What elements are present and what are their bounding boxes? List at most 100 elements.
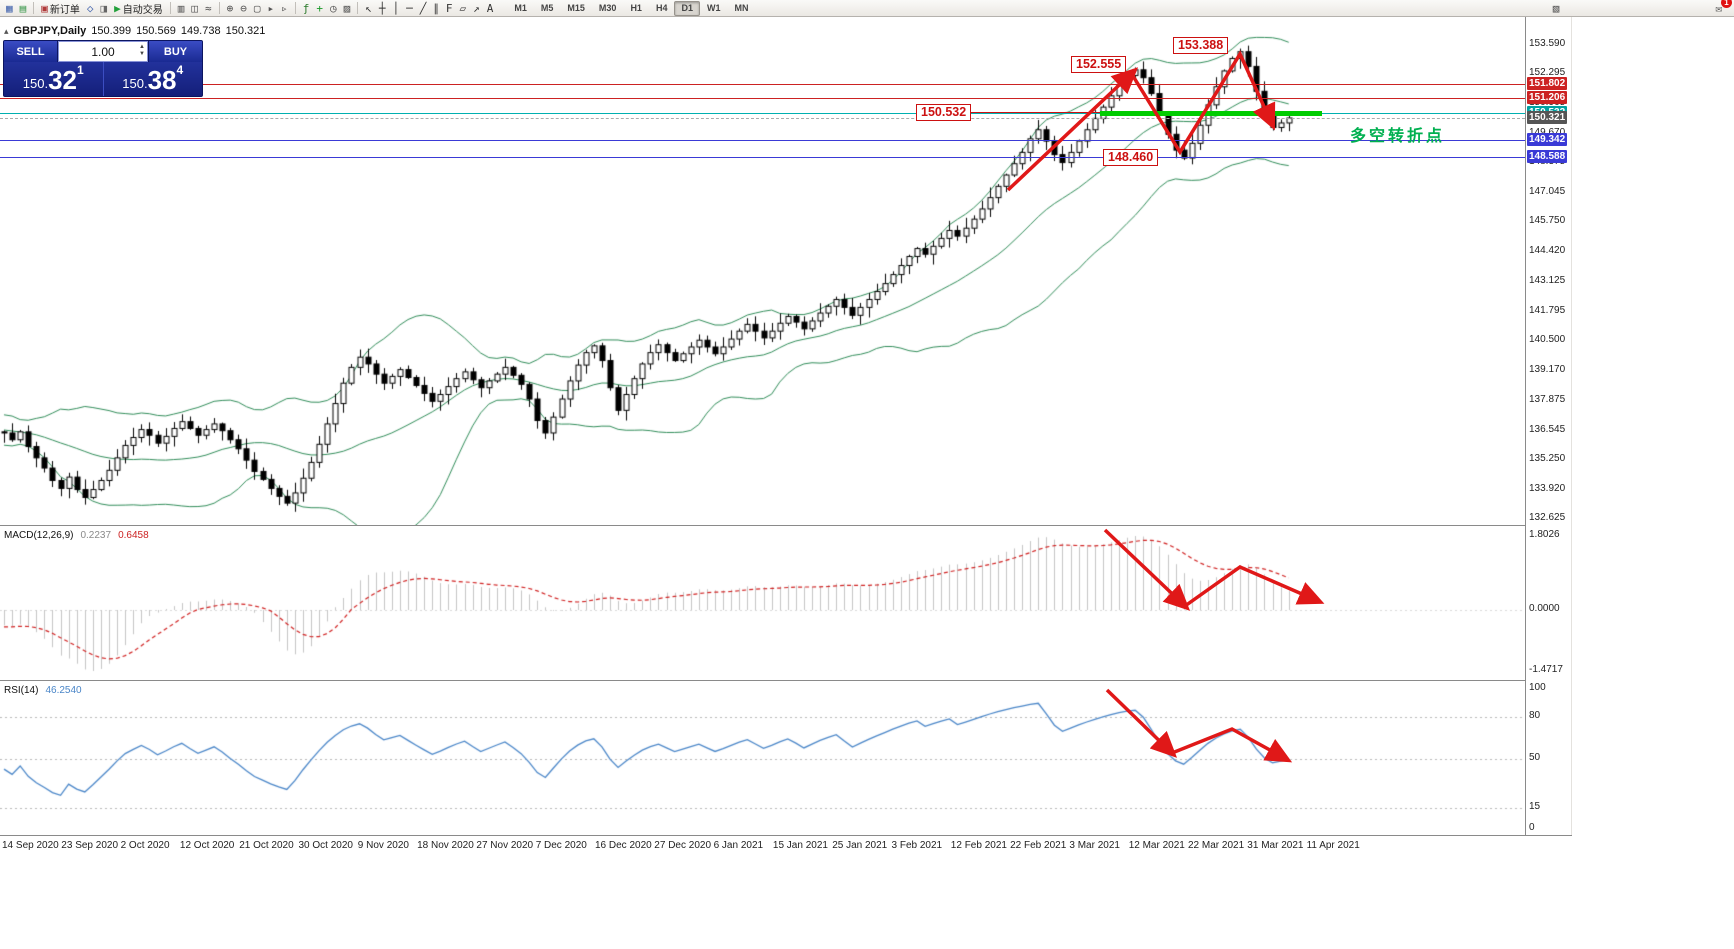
- symbol-info: ▴ GBPJPY,Daily 150.399 150.569 149.738 1…: [4, 25, 265, 37]
- date-label: 21 Oct 2020: [239, 840, 294, 851]
- rsi-label: RSI(14) 46.2540: [4, 685, 82, 696]
- text-button[interactable]: A: [484, 1, 497, 16]
- timeframe-group: M1 M5 M15 M30 H1 H4 D1 W1 MN: [507, 0, 755, 16]
- text-icon: A: [486, 1, 494, 15]
- indicators-button[interactable]: ƒ: [300, 1, 313, 16]
- profiles-button[interactable]: ▤: [17, 1, 30, 16]
- new-order-label: 新订单: [49, 4, 80, 16]
- vertical-line-button[interactable]: │: [390, 1, 403, 16]
- rsi-value: 46.2540: [45, 685, 82, 696]
- hline-151.802[interactable]: [0, 84, 1525, 86]
- timeframe-m30-button[interactable]: M30: [598, 2, 617, 13]
- date-label: 14 Sep 2020: [2, 840, 59, 851]
- main-chart-canvas[interactable]: [0, 16, 1525, 525]
- volume-stepper[interactable]: ▲ ▼: [139, 44, 145, 57]
- timeframe-w1-button[interactable]: W1: [706, 2, 721, 13]
- chart-shift-button[interactable]: ▹: [278, 1, 291, 16]
- shapes-icon: ▱: [459, 1, 467, 15]
- sell-price[interactable]: 150. 32 1: [4, 62, 103, 96]
- axis-label: 135.250: [1529, 452, 1566, 464]
- volume-input[interactable]: 1.00 ▲ ▼: [58, 41, 148, 62]
- autotrading-icon: ▶: [114, 1, 121, 15]
- hline-150.532[interactable]: [0, 113, 1525, 115]
- ohlc-high: 150.569: [136, 25, 176, 37]
- rsi-panel[interactable]: RSI(14) 46.2540: [0, 680, 1525, 836]
- price-flag-148.460[interactable]: 148.460: [1103, 149, 1159, 166]
- axis-label: 133.920: [1529, 483, 1566, 495]
- new-chart-button[interactable]: ▦: [3, 1, 16, 16]
- chart-bars-button[interactable]: ▥: [175, 1, 188, 16]
- date-label: 12 Oct 2020: [179, 840, 235, 851]
- hline-151.206[interactable]: [0, 97, 1525, 99]
- profiles-icon: ▤: [19, 1, 27, 15]
- tile-windows-button[interactable]: ▢: [251, 1, 264, 16]
- shapes-button[interactable]: ▱: [457, 1, 470, 16]
- timeframe-mn-button[interactable]: MN: [734, 2, 749, 13]
- date-axis[interactable]: 14 Sep 2020 23 Sep 2020 2 Oct 2020 12 Oct 2…: [0, 835, 1572, 855]
- templates-button[interactable]: ▨: [341, 1, 354, 16]
- expert-advisors-button[interactable]: ◇: [84, 1, 97, 16]
- buy-button[interactable]: BUY: [148, 41, 202, 62]
- hline-149.342[interactable]: [0, 140, 1525, 142]
- timeframe-d1-button[interactable]: D1: [674, 0, 700, 16]
- buy-price[interactable]: 150. 38 4: [102, 62, 203, 96]
- date-label: 9 Nov 2020: [357, 840, 409, 851]
- axis-label: 147.045: [1529, 186, 1566, 198]
- rsi-canvas[interactable]: [0, 681, 1525, 836]
- arrows-button[interactable]: ↗: [470, 1, 483, 16]
- auto-scroll-button[interactable]: ▸: [265, 1, 278, 16]
- price-flag-152.555[interactable]: 152.555: [1071, 56, 1127, 73]
- macd-canvas[interactable]: [0, 526, 1525, 681]
- sell-button[interactable]: SELL: [4, 41, 58, 62]
- add-indicator-button[interactable]: +: [313, 1, 326, 16]
- new-chart-icon: ▦: [6, 1, 13, 15]
- timeframe-m5-button[interactable]: M5: [540, 2, 554, 13]
- new-order-button[interactable]: ▣ 新订单: [38, 1, 83, 16]
- fibonacci-button[interactable]: F: [443, 1, 456, 16]
- ohlc-open: 150.399: [91, 25, 132, 37]
- price-flag-153.388[interactable]: 153.388: [1173, 37, 1229, 54]
- timeframe-h1-button[interactable]: H1: [630, 2, 642, 13]
- autotrading-label: 自动交易: [122, 4, 163, 16]
- toolbar-separator: [169, 2, 171, 14]
- zoom-in-button[interactable]: ⊕: [224, 1, 237, 16]
- support-level-segment[interactable]: [1100, 110, 1322, 116]
- price-badge-151.206: 151.206: [1527, 90, 1568, 104]
- mail-button[interactable]: ✉ 1: [1712, 0, 1732, 16]
- timeframe-h4-button[interactable]: H4: [655, 2, 668, 13]
- market-watch-button[interactable]: ◨: [98, 1, 111, 16]
- sell-price-big: 32: [48, 65, 78, 95]
- hline-150.321[interactable]: [0, 117, 1525, 119]
- price-flag-150.532[interactable]: 150.532: [916, 104, 972, 121]
- hline-148.588[interactable]: [0, 157, 1525, 159]
- collapse-trade-panel-button[interactable]: ▴: [4, 25, 9, 36]
- chart-note-text: 多空转折点: [1350, 128, 1446, 145]
- rsi-axis-label: 50: [1529, 752, 1541, 763]
- chart-line-button[interactable]: ≈: [202, 1, 215, 16]
- macd-panel[interactable]: MACD(12,26,9) 0.2237 0.6458: [0, 525, 1525, 681]
- date-label: 30 Oct 2020: [298, 840, 353, 851]
- trendline-button[interactable]: ╱: [417, 1, 430, 16]
- main-chart-panel[interactable]: ▴ GBPJPY,Daily 150.399 150.569 149.738 1…: [0, 16, 1525, 525]
- zoom-out-button[interactable]: ⊖: [237, 1, 250, 16]
- periods-button[interactable]: ◷: [327, 1, 340, 16]
- axis-label: 143.125: [1529, 274, 1566, 286]
- price-scale[interactable]: 153.590152.295150.965149.670148.375147.0…: [1525, 16, 1572, 835]
- crosshair-button[interactable]: ┼: [376, 1, 389, 16]
- toolbar-separator: [218, 2, 220, 14]
- autotrading-button[interactable]: ▶ 自动交易: [111, 1, 166, 16]
- date-label: 3 Mar 2021: [1069, 840, 1120, 851]
- timeframe-m1-button[interactable]: M1: [514, 2, 527, 13]
- layouts-button[interactable]: ▧: [1550, 1, 1563, 16]
- date-label: 27 Dec 2020: [654, 840, 712, 851]
- date-label: 6 Jan 2021: [713, 840, 764, 851]
- macd-label: MACD(12,26,9) 0.2237 0.6458: [4, 530, 149, 541]
- equidistant-channel-button[interactable]: ∥: [430, 1, 442, 16]
- macd-name: MACD(12,26,9): [4, 530, 74, 541]
- chart-candles-button[interactable]: ◫: [188, 1, 201, 16]
- new-order-icon: ▣: [41, 1, 48, 15]
- cursor-button[interactable]: ↖: [362, 1, 375, 16]
- horizontal-line-button[interactable]: ─: [403, 1, 416, 16]
- timeframe-m15-button[interactable]: M15: [567, 2, 585, 13]
- rsi-name: RSI(14): [4, 685, 39, 696]
